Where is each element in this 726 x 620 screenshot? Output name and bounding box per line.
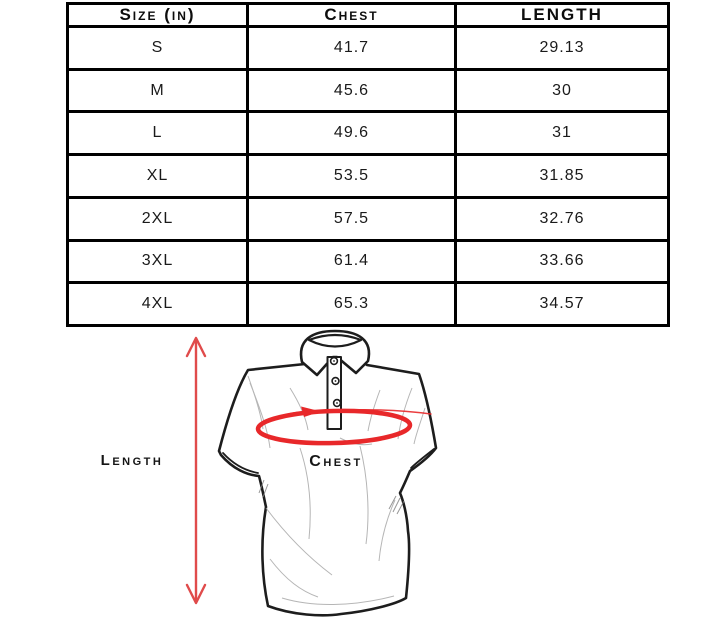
- chest-label: Chest: [309, 453, 363, 470]
- table-row: 4XL 65.3 34.57: [66, 281, 670, 327]
- length-cell: 29.13: [454, 25, 670, 71]
- table-row: XL 53.5 31.85: [66, 153, 670, 199]
- table-row: S 41.7 29.13: [66, 25, 670, 71]
- button-1-hole: [333, 360, 335, 362]
- length-cell: 30: [454, 67, 670, 114]
- size-chart-table: Size (in) Chest LENGTH S 41.7 29.13 M 45…: [66, 2, 670, 327]
- button-3-hole: [336, 402, 338, 404]
- chest-cell: 57.5: [246, 195, 457, 242]
- chest-arrow-tail: [315, 409, 432, 415]
- polo-shirt-illustration: [217, 355, 438, 617]
- size-cell: 3XL: [66, 238, 249, 285]
- length-arrow-head-top: [185, 336, 207, 358]
- length-arrow-head-bottom: [185, 583, 207, 605]
- size-cell: XL: [66, 153, 249, 199]
- sleeve-seam-left: [222, 452, 259, 474]
- chest-measure-group: [255, 406, 432, 446]
- collar-opening: [307, 333, 363, 348]
- column-header-size: Size (in): [66, 2, 249, 28]
- chest-cell: 45.6: [246, 67, 457, 114]
- table-row: L 49.6 31: [66, 110, 670, 157]
- measurement-diagram: [185, 329, 438, 617]
- length-cell: 31: [454, 110, 670, 157]
- size-cell: 2XL: [66, 195, 249, 242]
- size-cell: S: [66, 25, 249, 71]
- chest-cell: 65.3: [246, 281, 457, 327]
- chest-cell: 53.5: [246, 153, 457, 199]
- chest-cell: 41.7: [246, 25, 457, 71]
- chest-cell: 49.6: [246, 110, 457, 157]
- size-cell: L: [66, 110, 249, 157]
- length-arrow: [185, 336, 207, 605]
- chest-cell: 61.4: [246, 238, 457, 285]
- length-cell: 31.85: [454, 153, 670, 199]
- column-header-chest: Chest: [246, 2, 457, 28]
- button-2-hole: [334, 380, 337, 382]
- armpit-hatching: [258, 479, 405, 515]
- size-cell: M: [66, 67, 249, 114]
- chest-arrow-head: [301, 406, 321, 417]
- length-label: Length: [100, 452, 164, 469]
- length-cell: 34.57: [454, 281, 670, 327]
- shirt-body-path: [217, 355, 438, 617]
- column-header-length: LENGTH: [454, 2, 670, 28]
- header-row: Size (in) Chest LENGTH: [66, 2, 670, 28]
- table-row: 2XL 57.5 32.76: [66, 195, 670, 242]
- length-cell: 32.76: [454, 195, 670, 242]
- length-cell: 33.66: [454, 238, 670, 285]
- sleeve-seam-right: [410, 448, 435, 469]
- table-row: M 45.6 30: [66, 67, 670, 114]
- table-row: 3XL 61.4 33.66: [66, 238, 670, 285]
- placket: [326, 356, 342, 430]
- size-cell: 4XL: [66, 281, 249, 327]
